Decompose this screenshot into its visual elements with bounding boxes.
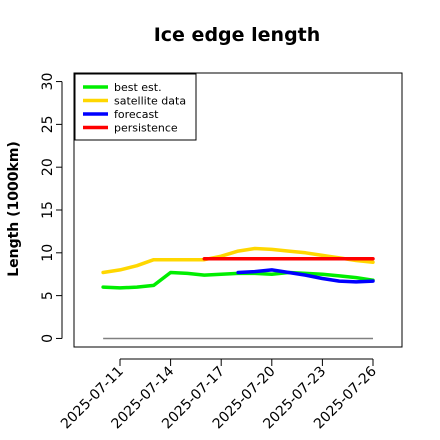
series-layer — [101, 246, 375, 340]
y-tick-label: 20 — [40, 158, 56, 176]
y-tick-label: 15 — [40, 201, 56, 219]
plot-area-frame — [73, 72, 403, 348]
y-tick-label: 10 — [40, 244, 56, 262]
legend-label: satellite data — [114, 95, 186, 108]
y-tick-label: 5 — [40, 291, 56, 300]
series-line-satellite-data — [101, 246, 375, 275]
y-axis-label: Length (1000km) — [6, 141, 22, 277]
legend-label: forecast — [114, 108, 159, 121]
y-tick-label: 30 — [40, 73, 56, 91]
y-tick-label: 0 — [40, 334, 56, 343]
legend-label: persistence — [114, 122, 178, 135]
y-axis: 0 5 10 15 20 25 30 — [40, 73, 63, 343]
legend-label: best est. — [114, 81, 162, 94]
x-axis: 2025-07-112025-07-142025-07-172025-07-20… — [58, 358, 380, 432]
series-line-forecast — [236, 268, 375, 284]
chart-title: Ice edge length — [153, 24, 321, 46]
legend: best est.satellite dataforecastpersisten… — [74, 73, 197, 141]
y-tick-label: 25 — [40, 115, 56, 133]
